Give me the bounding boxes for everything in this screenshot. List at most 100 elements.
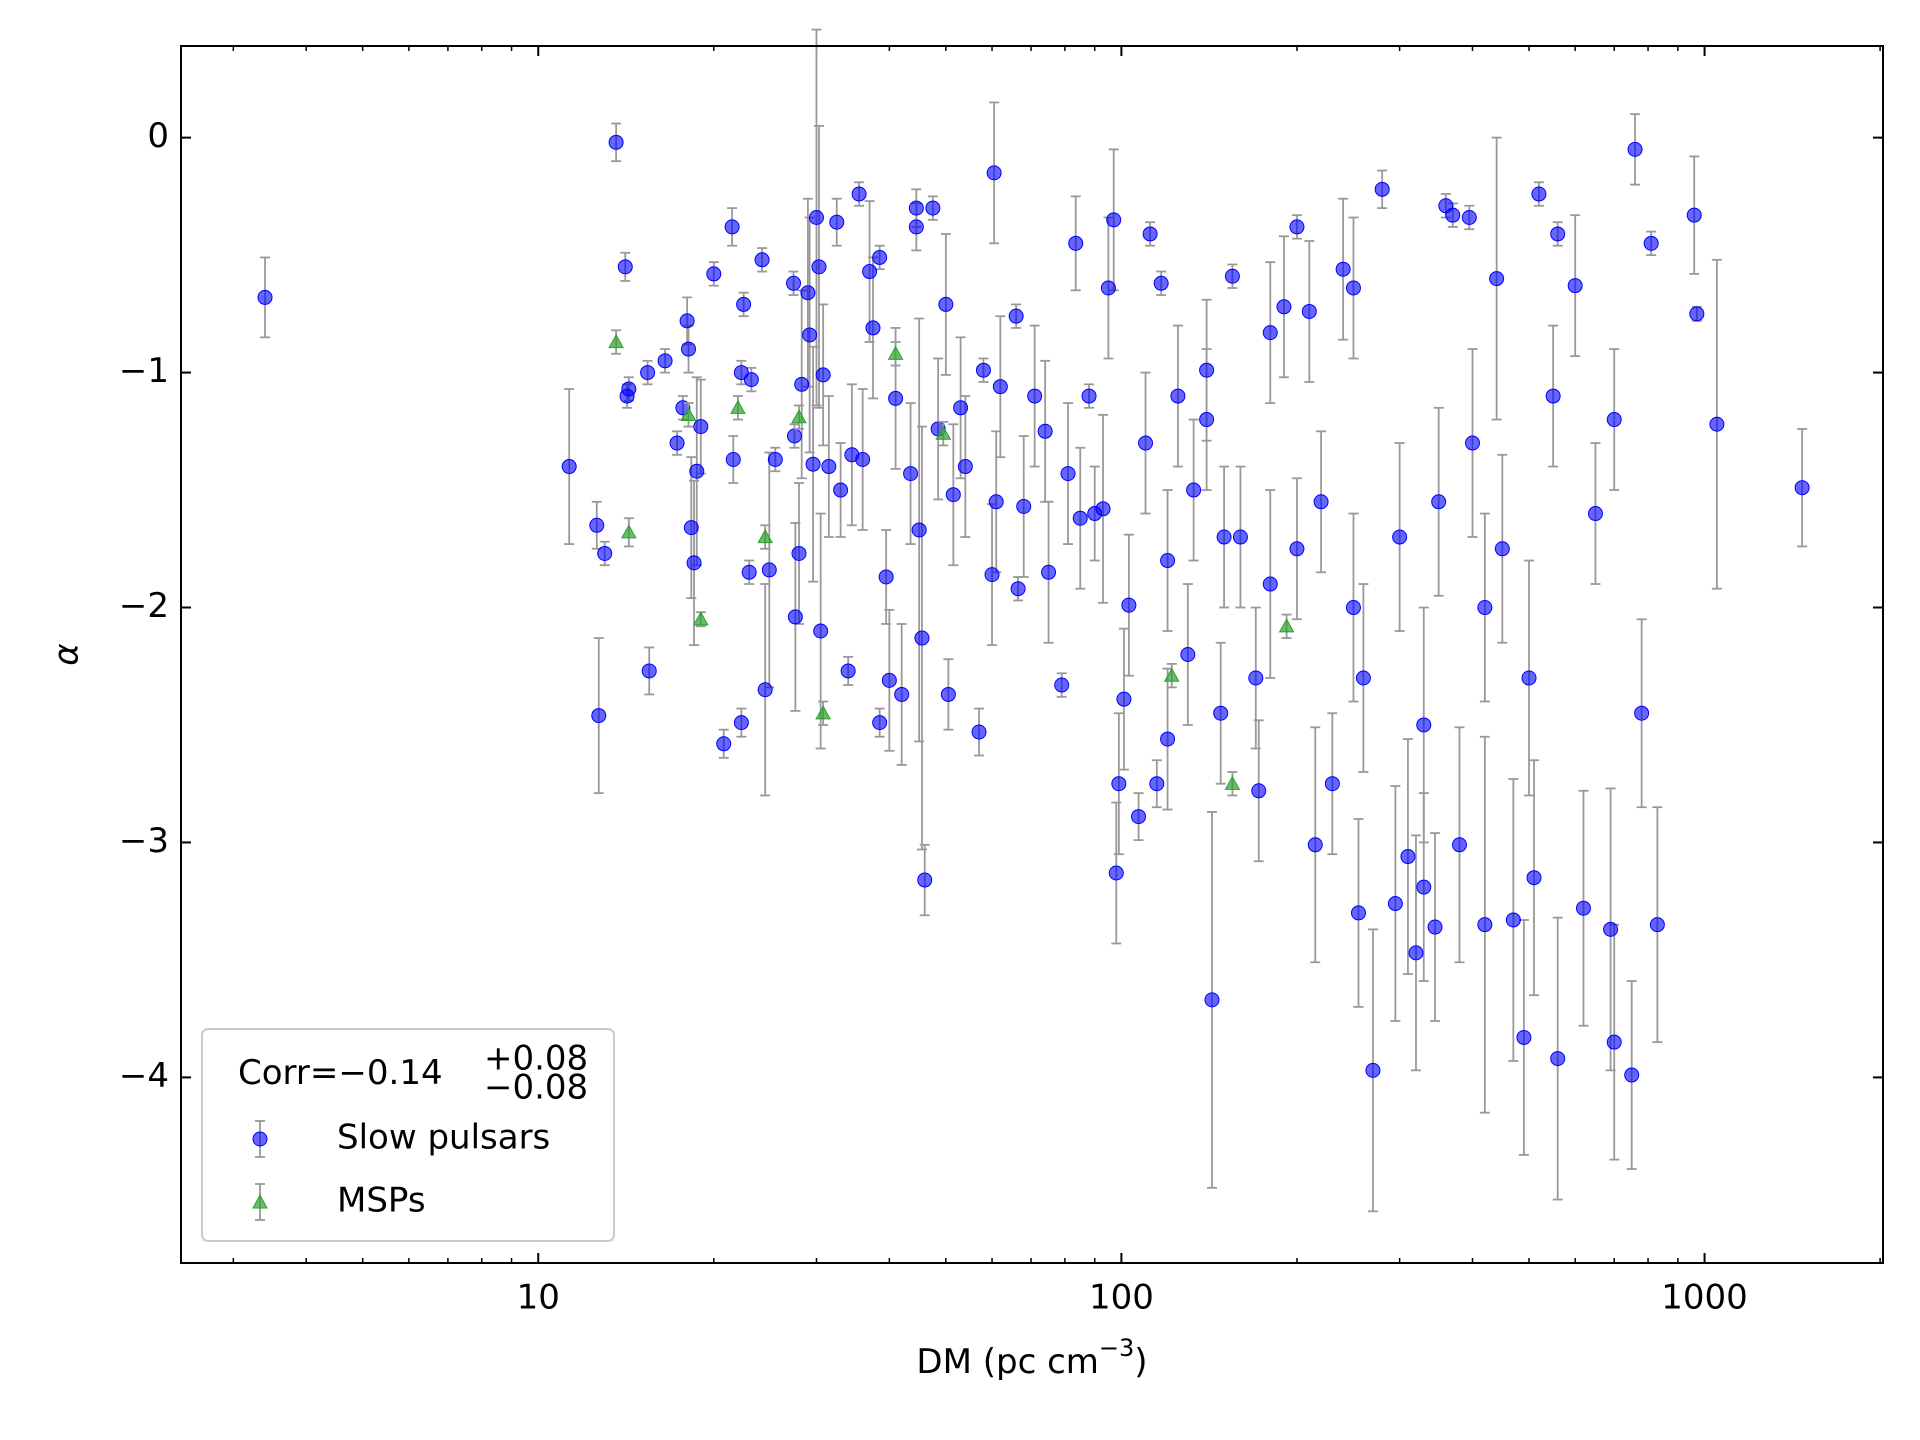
data-point [1138,435,1154,451]
data-point [1606,1034,1622,1050]
data-point [706,266,722,282]
data-point [862,264,878,280]
data-point [935,425,952,440]
data-point [815,367,831,383]
data-point [1643,235,1659,251]
data-point [692,611,709,626]
legend-symbol [252,1131,268,1147]
data-point [1072,510,1088,526]
data-point [1216,529,1232,545]
data-point [1016,498,1032,514]
data-point [1142,226,1158,242]
data-point [1131,809,1147,825]
data-point [257,289,273,305]
data-point [925,200,941,216]
data-point [597,545,613,561]
data-point [1160,731,1176,747]
data-point [1010,581,1026,597]
x-tick-label: 1000 [1661,1278,1748,1318]
data-point [1180,647,1196,662]
data-point [851,186,867,202]
data-point [1431,494,1447,510]
x-axis-label-sup: −3 [1099,1334,1134,1362]
legend-title-sub: −0.08 [484,1068,588,1108]
series [257,28,1810,1213]
data-point [1301,303,1317,319]
y-tick-label: −2 [119,586,169,626]
data-point [908,219,924,235]
legend-label: MSPs [337,1181,426,1221]
data-point [1416,879,1432,895]
legend: Corr=−0.14 +0.08−0.08 Slow pulsars MSPs [201,1028,615,1242]
data-point [1634,705,1650,721]
data-point [1627,141,1643,157]
data-point [641,663,657,679]
data-point [1008,308,1024,324]
data-point [733,715,749,731]
data-point [1345,600,1361,616]
data-point [786,275,802,291]
data-point [1489,271,1505,287]
data-point [608,333,624,349]
data-point [1575,900,1591,916]
data-point [608,134,624,150]
data-point [1262,325,1278,341]
data-point [1324,776,1340,792]
data-point [940,686,956,702]
data-point [725,451,741,467]
legend-title: Corr=−0.14 [238,1053,443,1093]
legend-title-sup: +0.08 [484,1039,588,1079]
data-point [1567,278,1583,294]
data-point [754,252,770,268]
x-tick-label: 10 [517,1278,560,1318]
data-point [1545,388,1561,404]
data-point [1521,670,1537,686]
data-point [1686,207,1702,223]
data-point [724,219,740,235]
data-point [855,451,871,467]
data-point [1709,416,1725,432]
data-point [986,165,1002,181]
data-point [971,724,987,740]
legend-box [201,1028,615,1242]
data-point [1345,280,1361,296]
data-point [683,520,699,536]
data-point [757,528,774,544]
data-point [1624,1067,1640,1083]
data-point [680,406,697,421]
data-point [1054,677,1070,693]
data-point [917,872,933,888]
data-point [1224,775,1241,790]
data-point [1041,564,1057,580]
data-point [833,482,849,498]
data-point [1248,670,1264,686]
data-point [1461,210,1477,226]
data-point [894,686,910,702]
data-point [743,372,759,388]
data-point [1213,705,1229,721]
y-tick-label: −1 [119,351,169,391]
data-point [1416,717,1432,733]
data-point [1313,494,1329,510]
legend-label: Slow pulsars [337,1118,550,1158]
data-point [1387,896,1403,912]
data-point [1400,849,1416,865]
data-point [1111,776,1127,792]
data-point [1464,435,1480,451]
data-point [1100,280,1116,296]
data-point [1149,776,1165,792]
data-point [791,409,807,424]
y-axis-label: α [47,643,87,665]
data-point [887,345,904,360]
data-point [953,400,969,416]
data-point [957,459,973,475]
data-point [730,399,746,414]
data-point [840,663,856,679]
legend-marker [252,1120,268,1158]
data-point [1427,919,1443,935]
data-point [621,381,637,397]
data-point [669,435,685,451]
data-point [1087,506,1103,522]
data-point [1276,299,1292,315]
data-point [741,564,757,580]
